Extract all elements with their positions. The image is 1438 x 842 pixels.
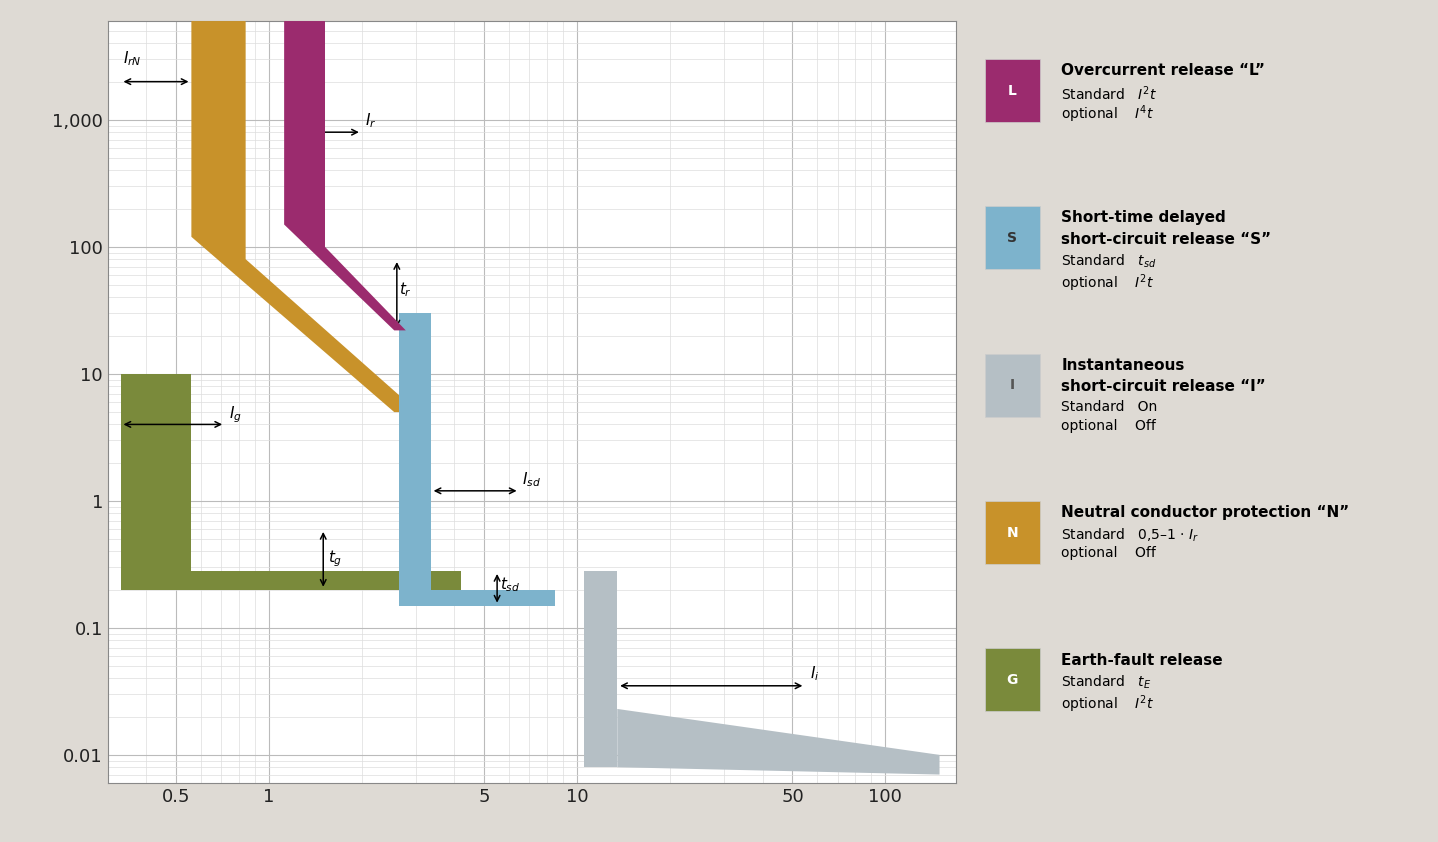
Text: Standard   0,5–1 · $I_r$: Standard 0,5–1 · $I_r$ [1061,526,1199,544]
Text: optional    Off: optional Off [1061,546,1156,560]
Text: Standard   $I^2t$: Standard $I^2t$ [1061,84,1158,103]
Text: Short-time delayed: Short-time delayed [1061,210,1227,226]
Text: Instantaneous: Instantaneous [1061,358,1185,373]
Polygon shape [121,374,462,589]
Text: Standard   $t_E$: Standard $t_E$ [1061,674,1152,691]
Text: short-circuit release “S”: short-circuit release “S” [1061,232,1271,247]
Text: $t_r$: $t_r$ [400,280,413,300]
Text: I: I [1009,378,1015,392]
Polygon shape [400,313,555,605]
Polygon shape [285,21,406,330]
Polygon shape [617,709,939,775]
Text: $I_{rN}$: $I_{rN}$ [122,49,141,68]
Text: Overcurrent release “L”: Overcurrent release “L” [1061,63,1265,78]
Polygon shape [191,21,418,412]
Text: $I_g$: $I_g$ [229,404,242,424]
Text: optional    $I^2t$: optional $I^2t$ [1061,693,1155,715]
Text: Neutral conductor protection “N”: Neutral conductor protection “N” [1061,505,1349,520]
Text: short-circuit release “I”: short-circuit release “I” [1061,379,1265,394]
Polygon shape [584,571,617,767]
Text: N: N [1007,525,1018,540]
Text: $I_i$: $I_i$ [810,664,820,683]
Text: $I_r$: $I_r$ [365,112,377,131]
Text: $I_{sd}$: $I_{sd}$ [522,471,541,489]
Text: G: G [1007,673,1018,687]
Text: S: S [1008,231,1017,245]
Text: Standard   $t_{sd}$: Standard $t_{sd}$ [1061,253,1156,270]
Text: optional    $I^2t$: optional $I^2t$ [1061,272,1155,294]
Text: optional    Off: optional Off [1061,419,1156,434]
Text: optional    $I^4t$: optional $I^4t$ [1061,104,1155,125]
Text: L: L [1008,83,1017,98]
Text: Standard   On: Standard On [1061,400,1158,414]
Text: $t_{sd}$: $t_{sd}$ [499,576,521,594]
Text: $t_g$: $t_g$ [328,548,342,568]
Text: Earth-fault release: Earth-fault release [1061,653,1222,668]
